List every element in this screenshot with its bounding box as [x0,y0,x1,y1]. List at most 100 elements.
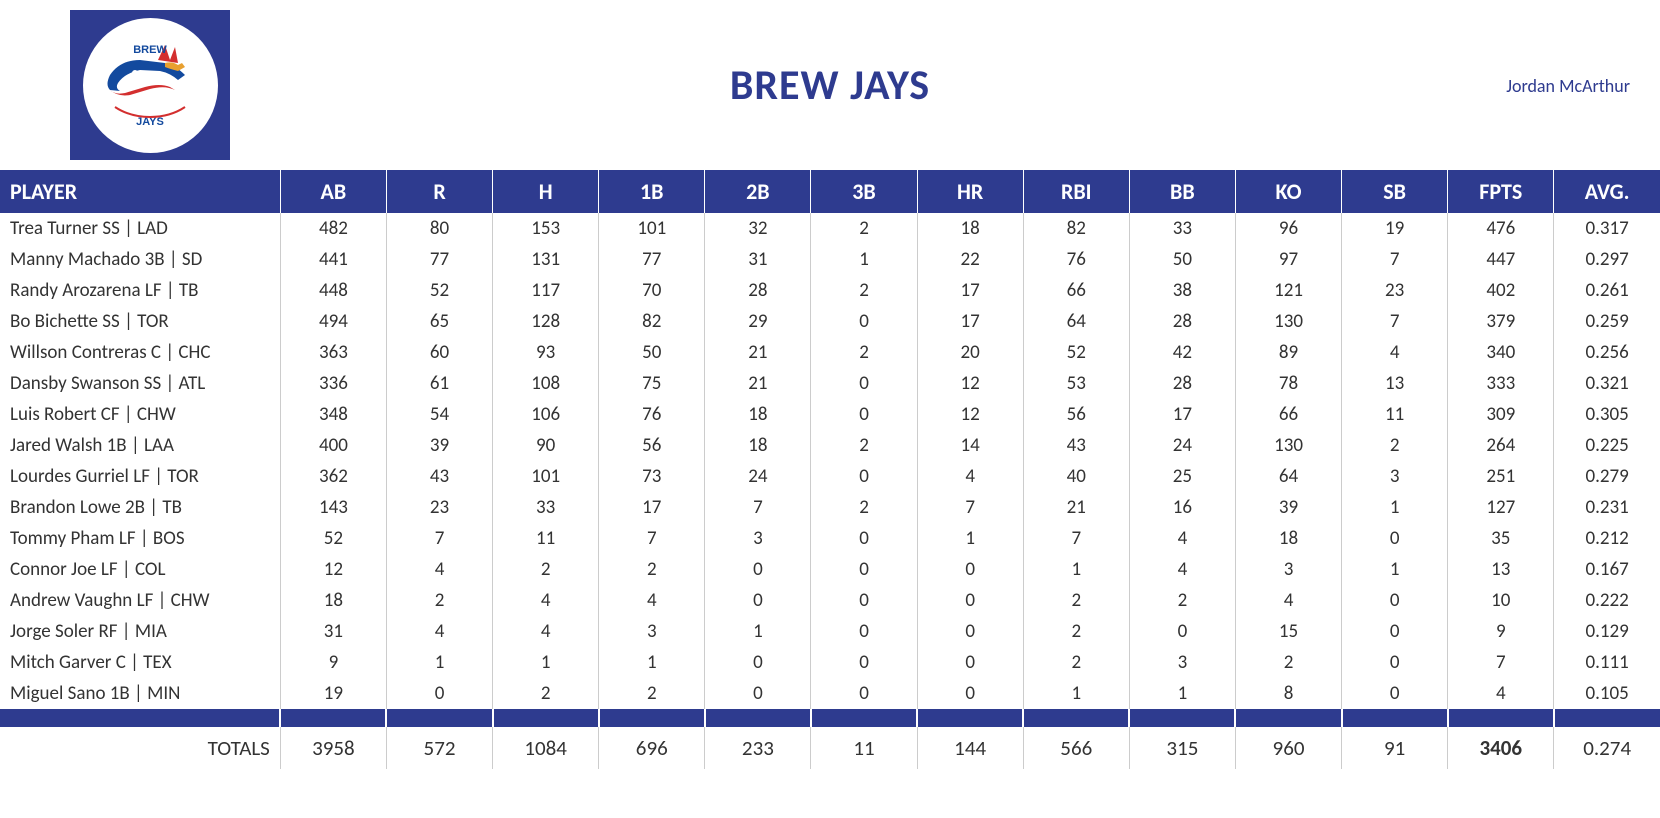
cell-bb: 25 [1129,461,1235,492]
cell-fpts: 251 [1448,461,1554,492]
totals-cell-rbi: 566 [1023,727,1129,769]
totals-cell-h: 1084 [493,727,599,769]
cell-ab: 31 [280,616,386,647]
cell-b2: 0 [705,678,811,709]
cell-ab: 143 [280,492,386,523]
table-row: Bo Bichette SS | TOR49465128822901764281… [0,306,1660,337]
cell-bb: 42 [1129,337,1235,368]
cell-bb: 17 [1129,399,1235,430]
cell-b1: 73 [599,461,705,492]
cell-b3: 2 [811,337,917,368]
cell-r: 61 [386,368,492,399]
separator-cell [1023,709,1129,727]
cell-player: Tommy Pham LF | BOS [0,523,280,554]
cell-b2: 18 [705,430,811,461]
cell-h: 153 [493,213,599,244]
cell-fpts: 476 [1448,213,1554,244]
totals-cell-fpts: 3406 [1448,727,1554,769]
cell-h: 90 [493,430,599,461]
cell-ab: 362 [280,461,386,492]
table-row: Miguel Sano 1B | MIN19022000118040.105 [0,678,1660,709]
cell-fpts: 127 [1448,492,1554,523]
cell-b3: 2 [811,430,917,461]
cell-b1: 75 [599,368,705,399]
cell-player: Jared Walsh 1B | LAA [0,430,280,461]
separator-cell [0,709,280,727]
cell-bb: 3 [1129,647,1235,678]
cell-fpts: 10 [1448,585,1554,616]
cell-player: Bo Bichette SS | TOR [0,306,280,337]
totals-cell-b2: 233 [705,727,811,769]
totals-cell-b1: 696 [599,727,705,769]
separator-cell [705,709,811,727]
cell-ab: 448 [280,275,386,306]
table-row: Lourdes Gurriel LF | TOR3624310173240440… [0,461,1660,492]
cell-b3: 2 [811,213,917,244]
cell-bb: 2 [1129,585,1235,616]
cell-sb: 0 [1342,585,1448,616]
cell-avg: 0.105 [1554,678,1660,709]
cell-sb: 1 [1342,554,1448,585]
cell-hr: 18 [917,213,1023,244]
table-row: Manny Machado 3B | SD4417713177311227650… [0,244,1660,275]
cell-rbi: 66 [1023,275,1129,306]
cell-r: 0 [386,678,492,709]
cell-sb: 3 [1342,461,1448,492]
brew-jays-logo-icon: BREW JAYS [90,25,210,145]
cell-bb: 28 [1129,306,1235,337]
cell-player: Jorge Soler RF | MIA [0,616,280,647]
cell-bb: 16 [1129,492,1235,523]
cell-b3: 2 [811,275,917,306]
cell-b1: 101 [599,213,705,244]
cell-player: Randy Arozarena LF | TB [0,275,280,306]
cell-ko: 15 [1235,616,1341,647]
cell-ko: 121 [1235,275,1341,306]
cell-hr: 17 [917,306,1023,337]
cell-b1: 82 [599,306,705,337]
cell-hr: 1 [917,523,1023,554]
cell-h: 128 [493,306,599,337]
cell-ab: 363 [280,337,386,368]
cell-avg: 0.256 [1554,337,1660,368]
cell-bb: 24 [1129,430,1235,461]
cell-player: Lourdes Gurriel LF | TOR [0,461,280,492]
totals-cell-r: 572 [386,727,492,769]
cell-ab: 482 [280,213,386,244]
cell-b3: 0 [811,678,917,709]
col-header-3b: 3B [811,170,917,213]
cell-bb: 50 [1129,244,1235,275]
cell-fpts: 402 [1448,275,1554,306]
cell-rbi: 7 [1023,523,1129,554]
cell-rbi: 53 [1023,368,1129,399]
cell-hr: 4 [917,461,1023,492]
cell-sb: 0 [1342,523,1448,554]
table-row: Trea Turner SS | LAD48280153101322188233… [0,213,1660,244]
cell-b2: 29 [705,306,811,337]
cell-avg: 0.317 [1554,213,1660,244]
cell-hr: 22 [917,244,1023,275]
col-header-hr: HR [917,170,1023,213]
cell-b3: 0 [811,306,917,337]
separator-cell [1342,709,1448,727]
col-header-fpts: FPTS [1448,170,1554,213]
cell-ko: 2 [1235,647,1341,678]
cell-r: 23 [386,492,492,523]
cell-bb: 28 [1129,368,1235,399]
separator-cell [1554,709,1660,727]
cell-b2: 24 [705,461,811,492]
cell-bb: 33 [1129,213,1235,244]
col-header-2b: 2B [705,170,811,213]
cell-r: 2 [386,585,492,616]
col-header-1b: 1B [599,170,705,213]
cell-sb: 23 [1342,275,1448,306]
cell-b2: 28 [705,275,811,306]
cell-ko: 8 [1235,678,1341,709]
cell-b1: 2 [599,678,705,709]
cell-player: Manny Machado 3B | SD [0,244,280,275]
col-header-r: R [386,170,492,213]
cell-player: Luis Robert CF | CHW [0,399,280,430]
totals-cell-hr: 144 [917,727,1023,769]
cell-h: 93 [493,337,599,368]
header-row: PLAYER AB R H 1B 2B 3B HR RBI BB KO SB F… [0,170,1660,213]
totals-cell-ab: 3958 [280,727,386,769]
